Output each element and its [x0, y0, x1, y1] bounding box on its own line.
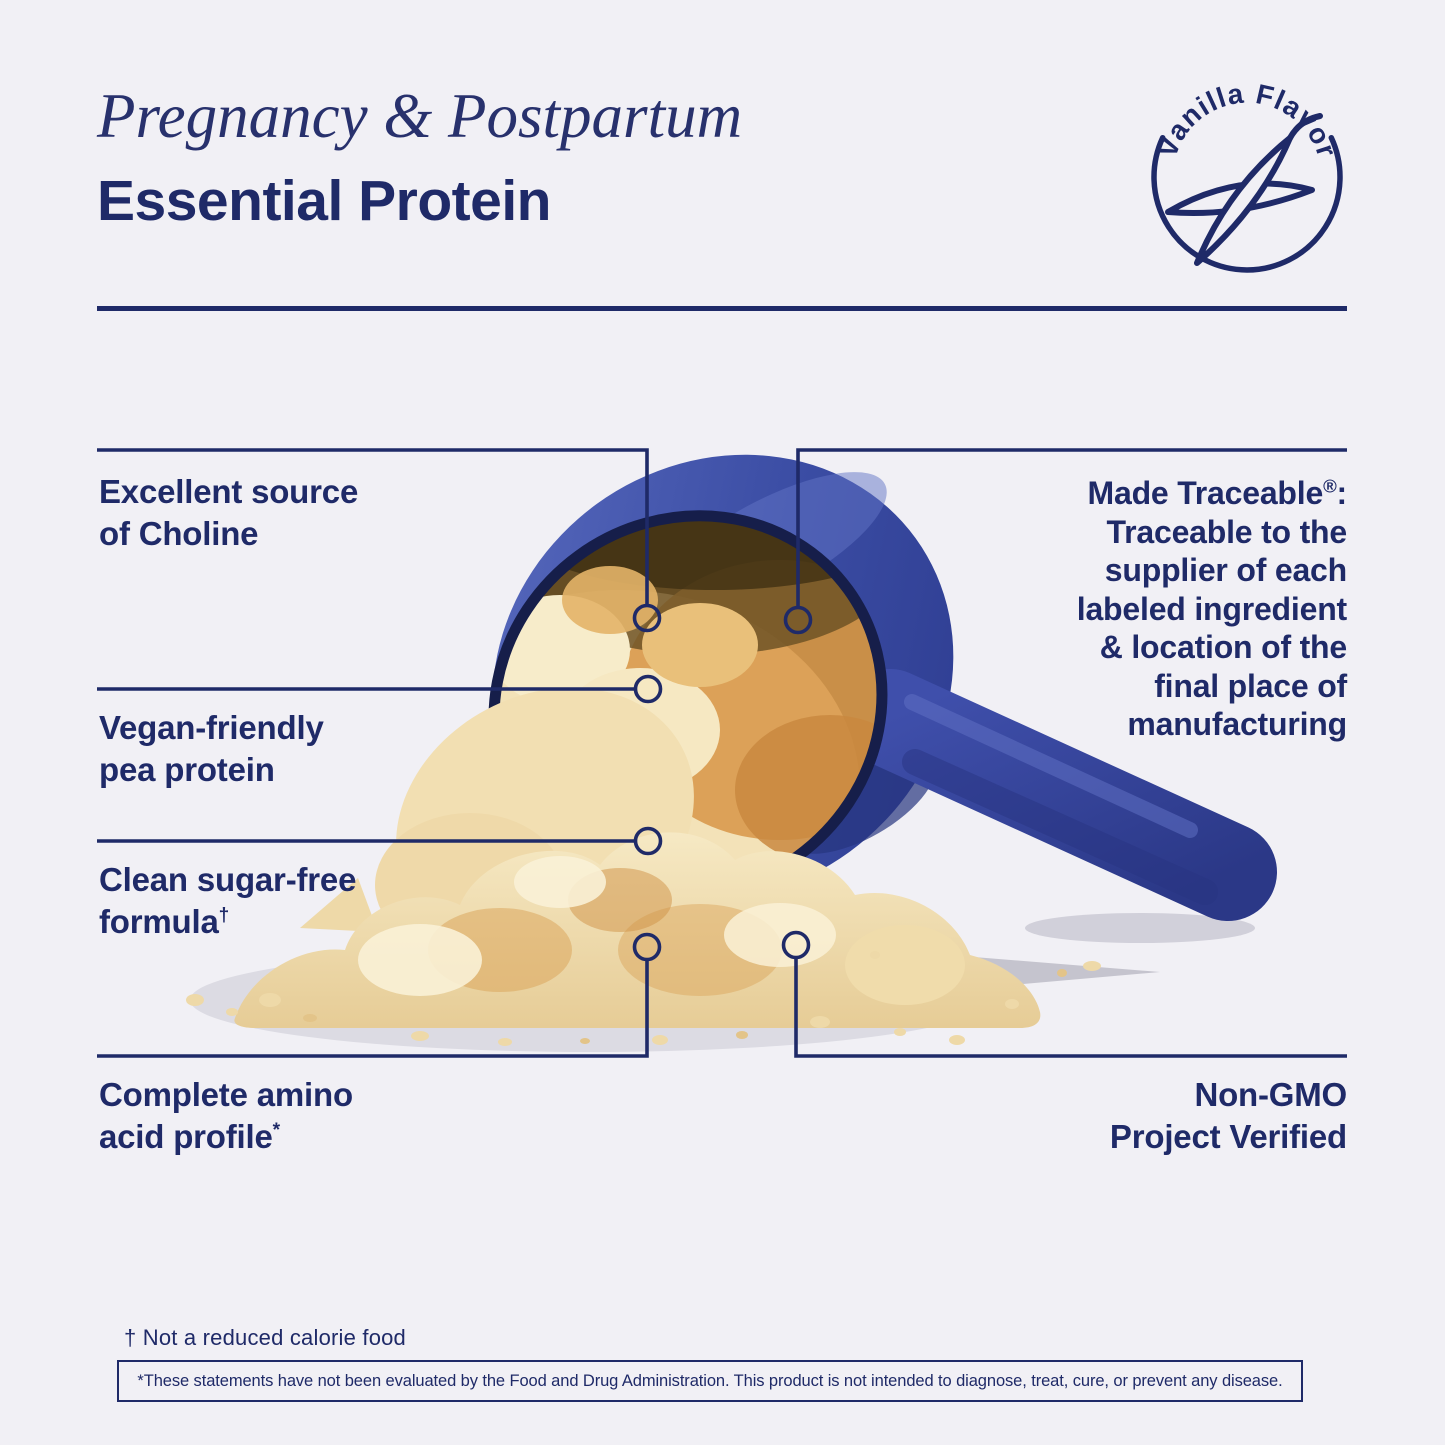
- callout-non-gmo: Non-GMO Project Verified: [1110, 1074, 1347, 1158]
- callout-line: & location of the: [1099, 629, 1347, 665]
- fda-disclaimer-text: *These statements have not been evaluate…: [137, 1371, 1283, 1390]
- leader-amino: [97, 961, 649, 1058]
- title-divider: [97, 306, 1347, 311]
- callout-made-traceable: Made Traceable®: Traceable to the suppli…: [1077, 474, 1347, 744]
- page-title-bold: Essential Protein: [97, 169, 552, 233]
- callout-line: Traceable to the: [1106, 513, 1348, 550]
- callout-amino-acid-profile: Complete amino acid profile*: [99, 1074, 353, 1158]
- flavor-badge: Vanilla Flavor: [1151, 78, 1343, 273]
- callout-line: formula†: [99, 903, 230, 940]
- callout-line: of Choline: [99, 515, 259, 552]
- callout-leader-lines: [97, 448, 1347, 1058]
- callout-excellent-choline: Excellent source of Choline: [99, 471, 358, 555]
- callout-line: Complete amino: [99, 1076, 353, 1113]
- callout-line: labeled ingredient: [1076, 590, 1347, 627]
- leader-excellent-choline: [97, 448, 649, 604]
- callout-line: Vegan-friendly: [99, 709, 324, 746]
- scoop-handle: [841, 669, 1277, 921]
- fda-disclaimer-box: *These statements have not been evaluate…: [117, 1360, 1303, 1402]
- leader-non-gmo: [794, 959, 1347, 1058]
- callout-vegan-pea-protein: Vegan-friendly pea protein: [99, 707, 324, 791]
- page-title-italic: Pregnancy & Postpartum: [97, 81, 743, 151]
- badge-circle: [1151, 134, 1343, 273]
- callout-line: Project Verified: [1109, 1118, 1347, 1155]
- callout-line: acid profile*: [99, 1118, 280, 1155]
- callout-line: final place of: [1154, 667, 1347, 704]
- vanilla-bean-icon: [1165, 113, 1323, 266]
- leader-made-traceable: [796, 448, 1347, 606]
- callout-line: Clean sugar-free: [99, 861, 357, 898]
- callout-sugar-free-formula: Clean sugar-free formula†: [99, 859, 356, 943]
- callout-rings: [632, 603, 813, 962]
- callout-line: Non-GMO: [1194, 1076, 1347, 1113]
- callout-line: pea protein: [99, 751, 275, 788]
- callout-line: supplier of each: [1104, 552, 1347, 588]
- callout-line: manufacturing: [1127, 706, 1347, 742]
- callout-line: Made Traceable®:: [1087, 475, 1348, 511]
- callout-line: Excellent source: [99, 473, 359, 510]
- footnote-dagger: † Not a reduced calorie food: [124, 1325, 406, 1350]
